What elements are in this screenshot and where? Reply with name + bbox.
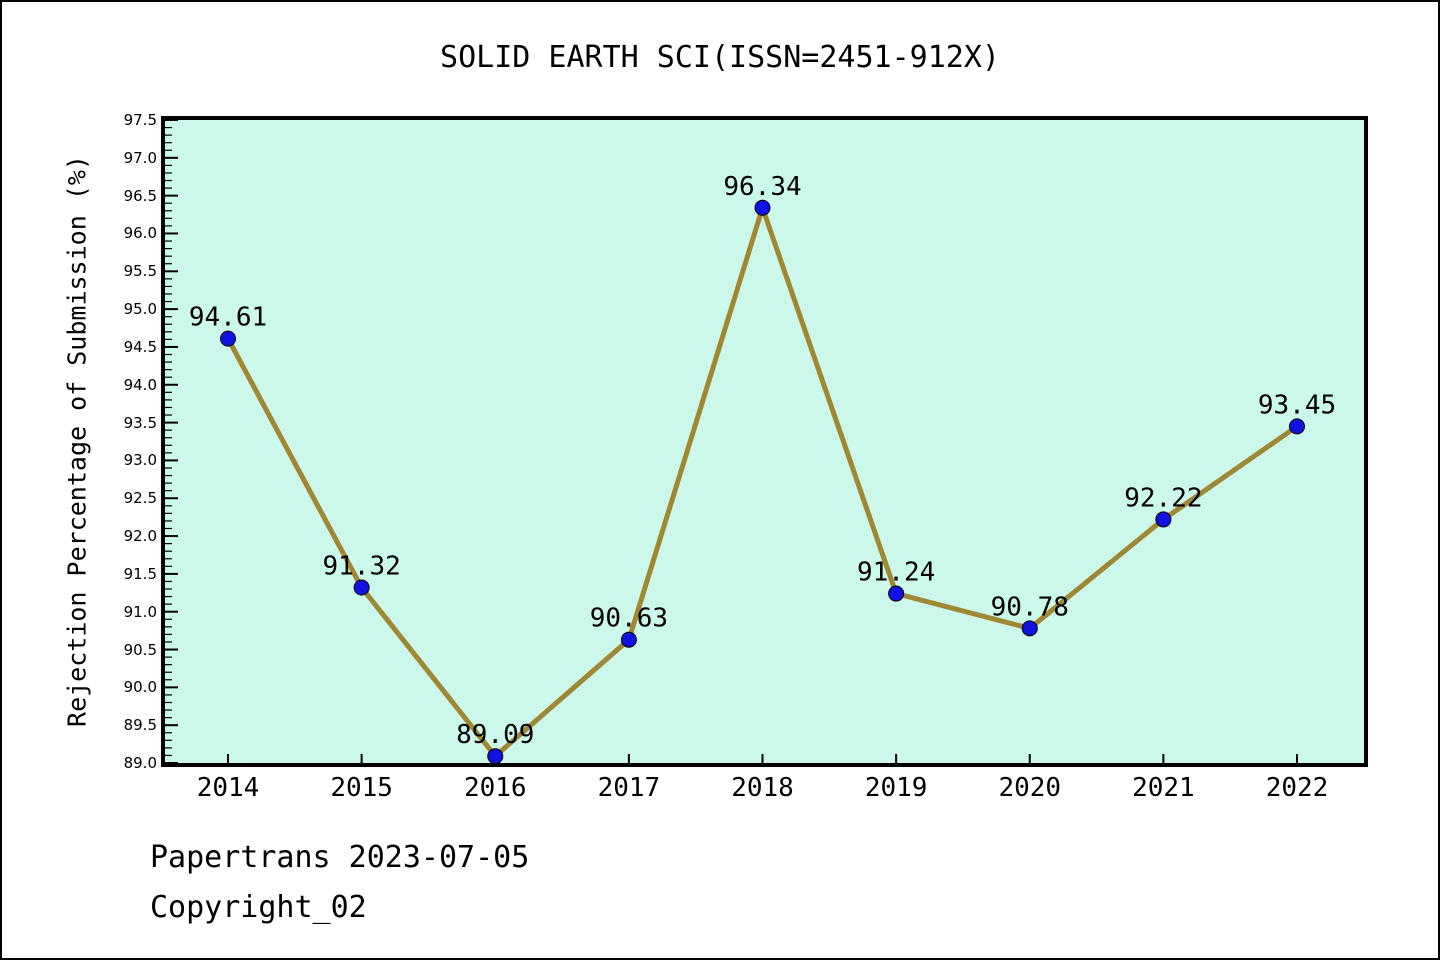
data-point-label: 93.45: [1258, 390, 1336, 420]
y-tick-label: 92.0: [123, 527, 157, 546]
y-tick-label: 93.5: [123, 413, 157, 432]
data-point: [1155, 511, 1172, 528]
y-tick-label: 97.0: [123, 148, 157, 167]
chart-title: SOLID EARTH SCI(ISSN=2451-912X): [440, 40, 1000, 75]
y-tick-label: 97.5: [123, 111, 157, 129]
y-tick-label: 91.0: [123, 602, 157, 621]
plot-area: 94.61 91.32 89.09 90.63 96.34 91.24 90.78 92.22…: [161, 116, 1368, 767]
y-tick-label: 94.0: [123, 375, 157, 394]
data-point-label: 92.22: [1124, 483, 1202, 513]
x-tick-label: 2020: [998, 773, 1062, 803]
y-tick-label: 96.0: [123, 224, 157, 243]
x-tick-label: 2016: [463, 773, 527, 803]
y-tick-label: 95.5: [123, 262, 157, 281]
x-tick-label: 2019: [864, 773, 928, 803]
data-point: [220, 330, 236, 347]
y-tick-label: 89.5: [123, 716, 157, 735]
data-point: [754, 199, 771, 216]
data-point-label: 90.78: [991, 592, 1069, 622]
data-point-label: 89.09: [456, 720, 534, 750]
y-tick-label: 90.0: [123, 678, 157, 697]
data-point-label: 91.24: [857, 558, 935, 588]
y-tick-label: 89.0: [123, 754, 157, 772]
data-point: [1021, 620, 1038, 637]
y-tick-label: 92.5: [123, 489, 157, 508]
footer-copyright: Copyright_02: [150, 890, 367, 925]
y-tick-label: 95.0: [123, 300, 157, 319]
data-line: [225, 199, 1299, 760]
line-chart: 94.61 91.32 89.09 90.63 96.34 91.24 90.78 92.22…: [165, 119, 1336, 765]
y-tick-label: 91.5: [123, 564, 157, 583]
x-tick-label: 2014: [196, 773, 260, 803]
data-point-label: 94.61: [189, 303, 267, 333]
data-point: [620, 631, 637, 648]
data-point-label: 90.63: [590, 604, 668, 634]
x-tick-label: 2021: [1132, 773, 1195, 803]
data-point: [353, 579, 370, 596]
footer-brand-date: Papertrans 2023-07-05: [150, 840, 530, 875]
x-tick-label: 2022: [1265, 773, 1329, 803]
data-point: [487, 748, 504, 765]
x-tick-label: 2015: [330, 773, 393, 803]
x-tick-label: 2017: [597, 773, 661, 803]
y-tick-label: 94.5: [123, 337, 157, 356]
x-tick-label: 2018: [731, 773, 794, 803]
data-point: [1289, 418, 1305, 435]
y-tick-label: 90.5: [123, 640, 157, 659]
data-point-label: 91.32: [322, 551, 400, 581]
data-point-label: 96.34: [723, 172, 801, 202]
data-point: [888, 585, 905, 602]
y-tick-label: 96.5: [123, 186, 157, 205]
y-tick-label: 93.0: [123, 451, 157, 470]
